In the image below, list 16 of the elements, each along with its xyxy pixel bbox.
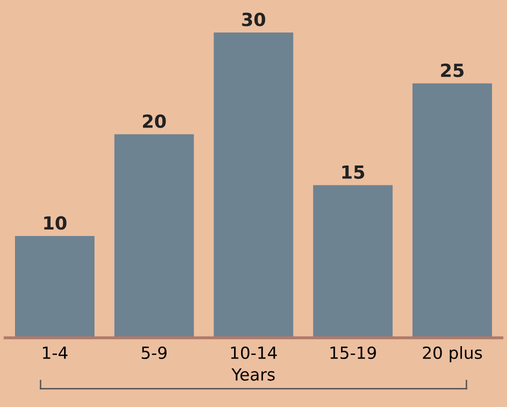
- x-tick-label: 1-4: [42, 346, 68, 359]
- x-tick-label: 10-14: [231, 346, 277, 360]
- bar: [114, 134, 194, 338]
- x-tick-label: 15-19: [330, 346, 376, 360]
- x-tick-label: 5-9: [142, 346, 167, 360]
- bar: [412, 83, 492, 338]
- data-label: 10: [44, 216, 66, 230]
- x-axis-title: Years: [231, 368, 275, 381]
- data-label: 20: [142, 114, 166, 128]
- data-label: 30: [242, 12, 266, 26]
- data-label: 25: [441, 64, 464, 78]
- x-tick-label: 20 plus: [422, 346, 482, 362]
- bar: [313, 185, 393, 338]
- bar: [214, 32, 294, 338]
- data-label: 15: [342, 165, 364, 179]
- bar: [15, 236, 95, 338]
